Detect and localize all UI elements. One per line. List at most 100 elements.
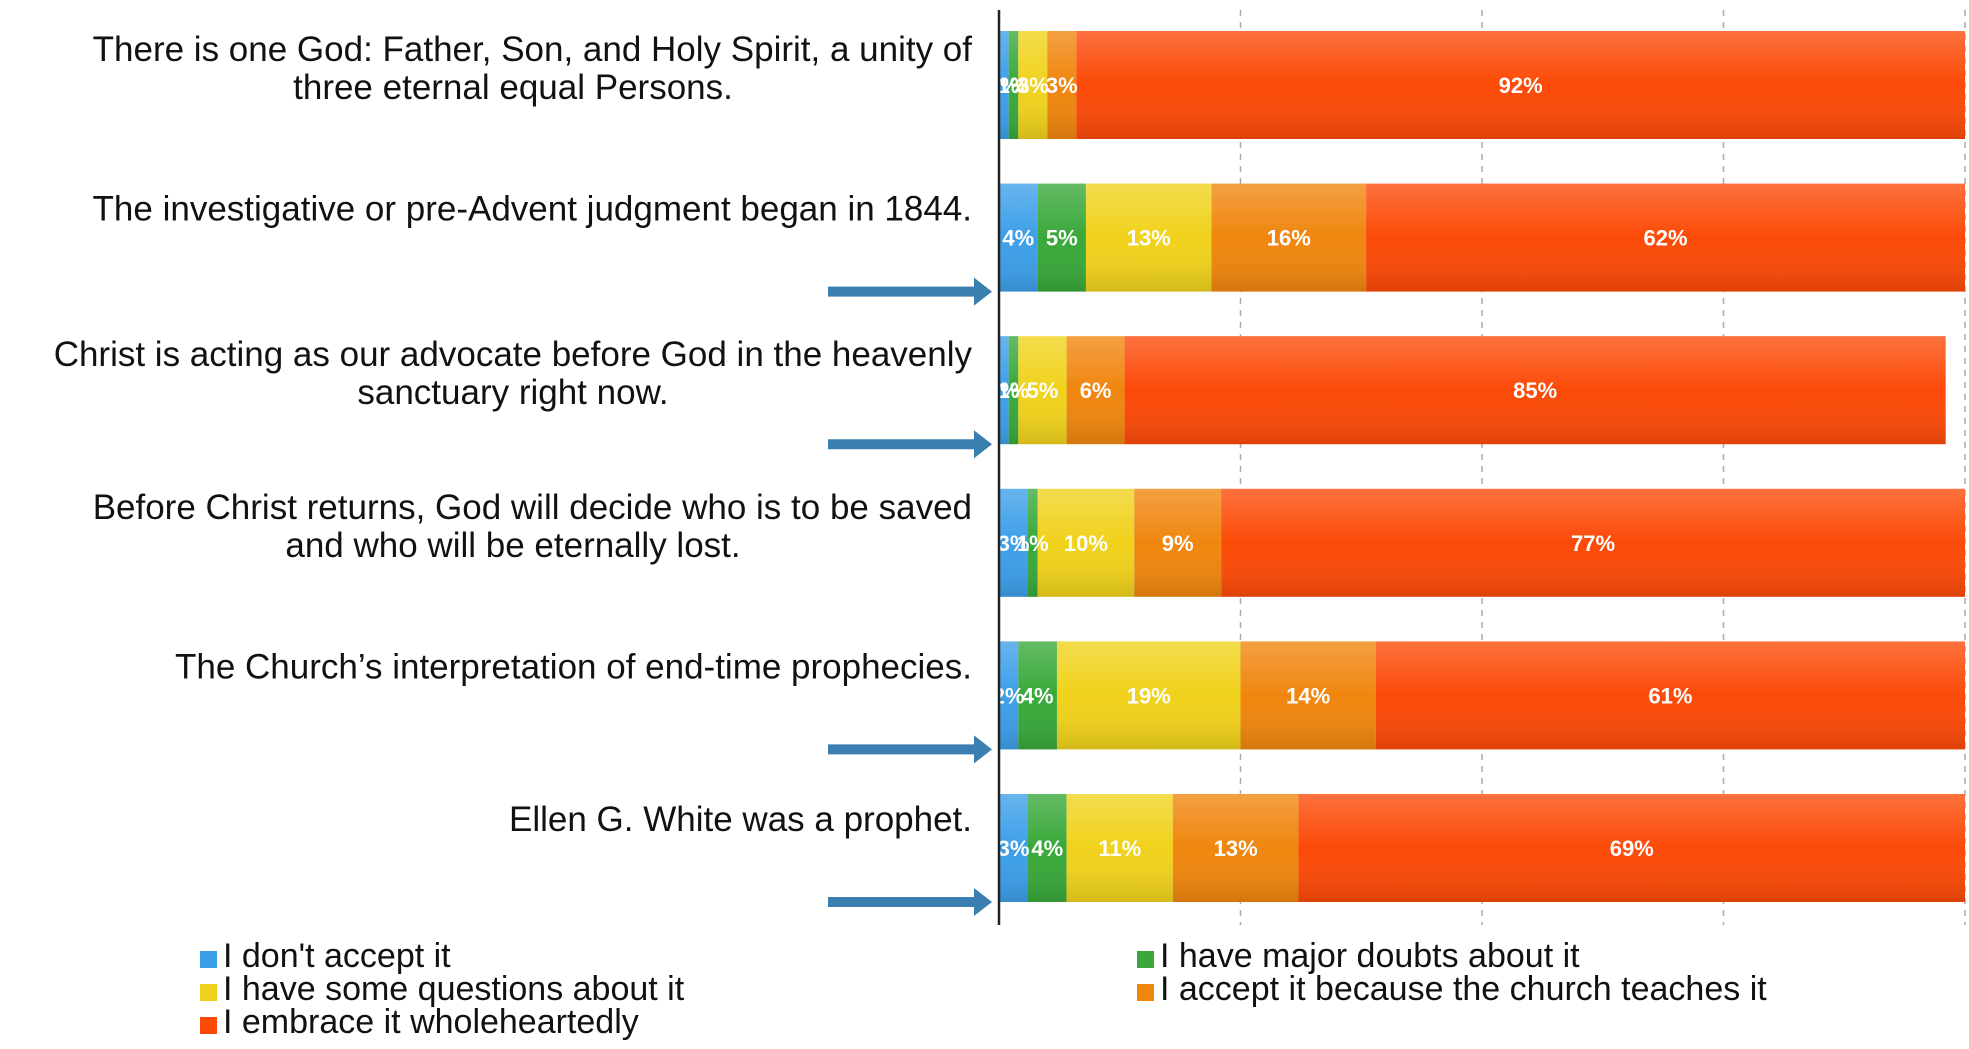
bar-segment-shade: [1240, 641, 1376, 750]
data-label: 4%: [1031, 836, 1063, 861]
data-label: 2%: [993, 683, 1025, 708]
category-label-line: Ellen G. White was a prophet.: [509, 800, 972, 839]
data-label: 1%: [1017, 531, 1049, 556]
data-label: 85%: [1513, 378, 1557, 403]
bar-segment-shade: [1018, 641, 1057, 750]
category-label-line: The investigative or pre-Advent judgment…: [93, 190, 972, 229]
data-label: 3%: [998, 531, 1030, 556]
bar-segment-shade: [1066, 794, 1173, 902]
bar-segment-shade: [1056, 641, 1241, 750]
legend-swatch: [200, 1016, 217, 1034]
legend-swatch: [1137, 950, 1154, 968]
bar-segment-shade: [1008, 31, 1019, 139]
bar-segment-shade: [1066, 336, 1125, 445]
legend-label: I have major doubts about it: [1160, 937, 1580, 975]
category-labels: There is one God: Father, Son, and Holy …: [54, 30, 973, 839]
data-label: 1%: [988, 73, 1020, 98]
data-label: 3%: [1046, 73, 1078, 98]
data-label: 1%: [998, 73, 1030, 98]
bar-segment-shade: [999, 794, 1028, 902]
category-label-line: There is one God: Father, Son, and Holy …: [93, 30, 973, 69]
data-label: 13%: [1214, 836, 1258, 861]
data-label: 10%: [1064, 531, 1108, 556]
bar-segment-shade: [999, 31, 1009, 139]
category-label-line: The Church’s interpretation of end-time …: [175, 647, 972, 686]
legend: I don't accept it I have major doubts ab…: [0, 937, 1969, 1049]
data-label: 9%: [1162, 531, 1194, 556]
bar-segment-shade: [1134, 488, 1222, 597]
legend-label: I embrace it wholeheartedly: [223, 1003, 639, 1041]
data-label: 1%: [988, 378, 1020, 403]
data-label: 69%: [1610, 836, 1654, 861]
bar-segment-shade: [1211, 183, 1367, 292]
bar-segment-shade: [999, 183, 1038, 292]
bar-segment-shade: [1076, 31, 1965, 139]
legend-label: I don't accept it: [223, 937, 451, 975]
data-label: 14%: [1286, 683, 1330, 708]
data-label: 11%: [1098, 836, 1141, 861]
data-label: 5%: [1046, 226, 1078, 251]
legend-item-church-teaches: I accept it because the church teaches i…: [1137, 970, 1767, 1008]
data-label: 3%: [998, 836, 1030, 861]
data-label: 77%: [1571, 531, 1615, 556]
category-label: The Church’s interpretation of end-time …: [175, 647, 972, 686]
bar-segment-shade: [1047, 31, 1077, 139]
category-label-line: and who will be eternally lost.: [285, 526, 740, 565]
data-label: 1%: [998, 378, 1030, 403]
data-label: 92%: [1499, 73, 1543, 98]
pointer-arrow-icon: [828, 430, 992, 459]
category-label: There is one God: Father, Son, and Holy …: [93, 30, 973, 107]
pointer-arrow-icon: [828, 735, 992, 764]
data-label: 61%: [1648, 683, 1692, 708]
pointer-arrow-icon: [828, 888, 992, 916]
bar-segment-shade: [999, 488, 1028, 597]
pointer-arrow-icon: [828, 277, 992, 306]
bar-segment-shade: [999, 641, 1019, 750]
category-label: Christ is acting as our advocate before …: [54, 335, 973, 412]
gridlines: [1239, 10, 1966, 925]
category-label-line: Before Christ returns, God will decide w…: [93, 488, 972, 527]
legend-item-embrace: I embrace it wholeheartedly: [200, 1003, 639, 1041]
bar-segment-shade: [1298, 794, 1965, 902]
legend-swatch: [1137, 983, 1154, 1001]
legend-item-major-doubts: I have major doubts about it: [1137, 937, 1580, 975]
legend-label: I accept it because the church teaches i…: [1160, 970, 1767, 1008]
bar-segment-shade: [1037, 183, 1086, 292]
bar-segment-shade: [1037, 488, 1135, 597]
bar-segment-shade: [1124, 336, 1946, 445]
category-label-line: sanctuary right now.: [357, 373, 668, 412]
data-label: 13%: [1127, 226, 1171, 251]
bar-segment-shade: [1018, 31, 1048, 139]
arrows: [828, 277, 992, 916]
category-label-line: three eternal equal Persons.: [293, 68, 733, 107]
category-label-line: Christ is acting as our advocate before …: [54, 335, 973, 374]
bar-segment-shade: [1172, 794, 1299, 902]
data-label: 19%: [1127, 683, 1171, 708]
legend-item-some-questions: I have some questions about it: [200, 970, 685, 1008]
bar-segment-shade: [1027, 794, 1067, 902]
category-label: The investigative or pre-Advent judgment…: [93, 190, 972, 229]
category-label: Ellen G. White was a prophet.: [509, 800, 972, 839]
legend-swatch: [200, 950, 217, 968]
bar-segment-shade: [1221, 488, 1965, 597]
bars: 1%1%3%3% 92%4% 5% 13% 16% 62%1%1%5% 6% 85%3%1% 1…: [988, 31, 1965, 902]
legend-item-dont-accept: I don't accept it: [200, 937, 451, 975]
legend-swatch: [200, 983, 217, 1001]
data-label: 6%: [1080, 378, 1112, 403]
bar-segment-shade: [1366, 183, 1965, 292]
category-label: Before Christ returns, God will decide w…: [93, 488, 972, 565]
data-label: 4%: [1022, 683, 1054, 708]
bar-segment-shade: [1375, 641, 1965, 750]
data-label: 3%: [1017, 73, 1049, 98]
bar-segment-shade: [999, 336, 1009, 445]
bar-segment-shade: [1027, 488, 1038, 597]
data-label: 4%: [1002, 226, 1034, 251]
bar-segment-shade: [1085, 183, 1212, 292]
bar-segment-shade: [1018, 336, 1067, 445]
data-label: 62%: [1644, 226, 1688, 251]
data-label: 5%: [1027, 378, 1059, 403]
bar-segment-shade: [1008, 336, 1019, 445]
data-label: 16%: [1267, 226, 1311, 251]
legend-label: I have some questions about it: [223, 970, 685, 1008]
